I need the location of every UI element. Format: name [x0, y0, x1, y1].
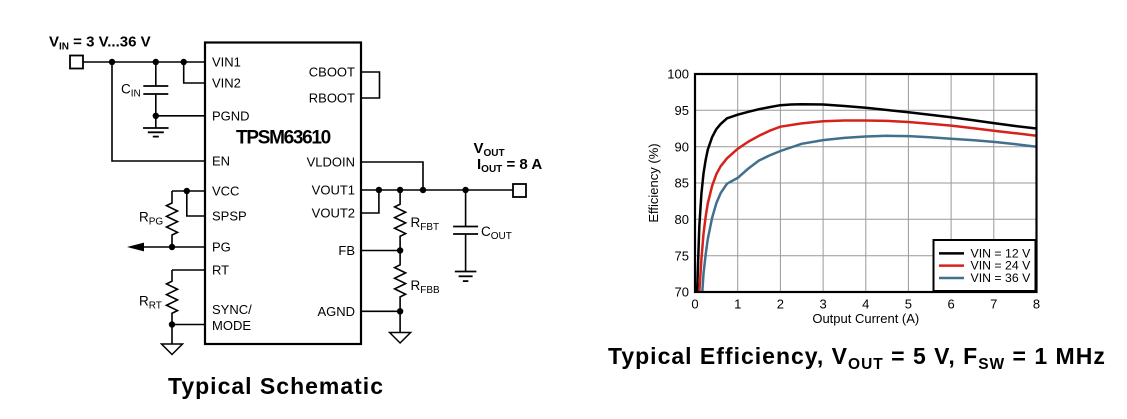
svg-text:70: 70 [675, 285, 689, 300]
svg-text:3: 3 [819, 297, 826, 312]
svg-text:CBOOT: CBOOT [309, 65, 355, 80]
svg-text:SYNC/: SYNC/ [212, 302, 252, 317]
svg-text:RBOOT: RBOOT [309, 91, 355, 106]
svg-text:FB: FB [338, 243, 355, 258]
svg-text:80: 80 [675, 212, 689, 227]
svg-text:PGND: PGND [212, 108, 250, 123]
svg-text:SPSP: SPSP [212, 209, 247, 224]
svg-text:PG: PG [212, 240, 231, 255]
svg-text:Output Current (A): Output Current (A) [812, 311, 919, 326]
svg-text:6: 6 [947, 297, 954, 312]
svg-text:VIN = 24 V: VIN = 24 V [971, 259, 1032, 273]
svg-text:85: 85 [675, 176, 689, 191]
svg-text:VOUT2: VOUT2 [312, 206, 355, 221]
svg-text:Typical Schematic: Typical Schematic [168, 373, 384, 399]
svg-text:75: 75 [675, 248, 689, 263]
svg-text:0: 0 [691, 297, 698, 312]
svg-text:VLDOIN: VLDOIN [307, 155, 355, 170]
svg-text:100: 100 [667, 67, 689, 82]
svg-text:VIN = 12 V: VIN = 12 V [971, 246, 1032, 260]
svg-text:VIN1: VIN1 [212, 55, 241, 70]
svg-text:AGND: AGND [317, 304, 355, 319]
svg-text:VIN = 36 V: VIN = 36 V [971, 271, 1032, 285]
svg-text:2: 2 [777, 297, 784, 312]
svg-text:90: 90 [675, 139, 689, 154]
svg-text:VCC: VCC [212, 184, 239, 199]
svg-text:VOUT1: VOUT1 [312, 183, 355, 198]
svg-text:95: 95 [675, 103, 689, 118]
svg-text:7: 7 [990, 297, 997, 312]
svg-text:MODE: MODE [212, 318, 251, 333]
svg-text:4: 4 [862, 297, 869, 312]
svg-text:Efficiency (%): Efficiency (%) [646, 143, 661, 222]
svg-text:5: 5 [905, 297, 912, 312]
svg-text:VIN = 3 V...36 V: VIN = 3 V...36 V [49, 34, 151, 53]
svg-text:RT: RT [212, 263, 229, 278]
svg-text:1: 1 [734, 297, 741, 312]
svg-text:VIN2: VIN2 [212, 76, 241, 91]
svg-text:8: 8 [1033, 297, 1040, 312]
svg-text:EN: EN [212, 154, 230, 169]
svg-text:TPSM63610: TPSM63610 [236, 128, 331, 149]
